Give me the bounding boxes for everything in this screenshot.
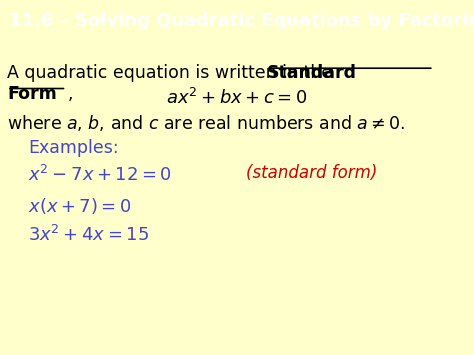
Text: Form: Form [7,85,57,103]
Text: $x^2 - 7x + 12 = 0$: $x^2 - 7x + 12 = 0$ [28,164,172,185]
Text: (standard form): (standard form) [246,164,378,182]
Text: $ax^2 + bx + c = 0$: $ax^2 + bx + c = 0$ [166,88,307,108]
Text: where $a$, $b$, and $c$ are real numbers and $a \neq 0$.: where $a$, $b$, and $c$ are real numbers… [7,113,406,133]
Text: Standard: Standard [266,65,356,82]
Text: Examples:: Examples: [28,140,119,158]
Text: ,: , [67,85,73,103]
Text: $x(x + 7) = 0$: $x(x + 7) = 0$ [28,196,132,216]
Text: A quadratic equation is written in the: A quadratic equation is written in the [7,65,338,82]
Text: 11.6 – Solving Quadratic Equations by Factoring: 11.6 – Solving Quadratic Equations by Fa… [9,12,474,30]
Text: $3x^2 + 4x = 15$: $3x^2 + 4x = 15$ [28,225,149,245]
